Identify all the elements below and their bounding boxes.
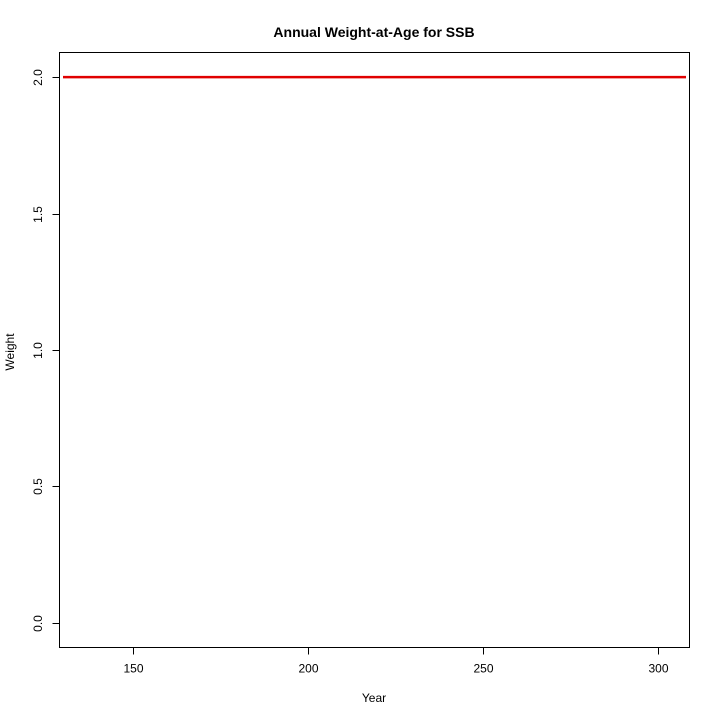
x-tick-label: 300: [648, 662, 668, 676]
y-tick-label: 1.5: [31, 206, 45, 223]
x-tick-label: 200: [298, 662, 318, 676]
x-tick-label: 250: [473, 662, 493, 676]
y-tick-label: 1.0: [31, 342, 45, 359]
y-axis: 0.0 0.5 1.0 1.5 2.0: [31, 69, 60, 632]
x-axis: 150 200 250 300: [123, 647, 669, 676]
y-tick-label: 2.0: [31, 69, 45, 86]
y-tick-label: 0.5: [31, 478, 45, 495]
plot-area: [59, 52, 690, 648]
y-axis-label: Weight: [3, 333, 17, 371]
x-tick-label: 150: [123, 662, 143, 676]
x-axis-label: Year: [362, 691, 386, 705]
y-tick-label: 0.0: [31, 615, 45, 632]
chart-title: Annual Weight-at-Age for SSB: [273, 24, 474, 40]
